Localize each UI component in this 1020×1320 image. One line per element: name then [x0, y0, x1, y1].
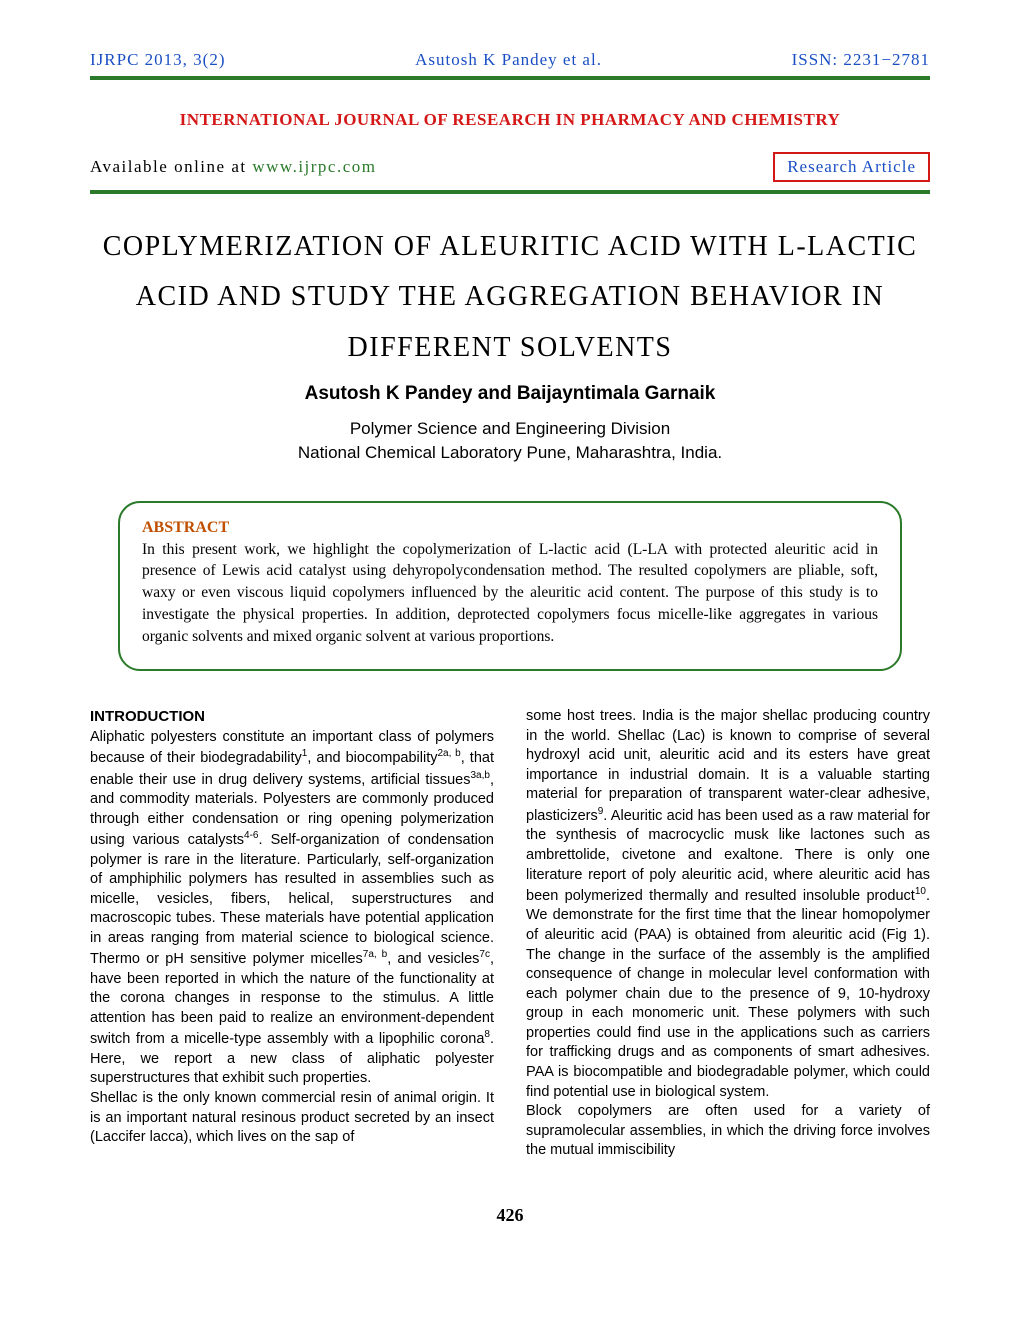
divider-top — [90, 76, 930, 80]
running-header: IJRPC 2013, 3(2) Asutosh K Pandey et al.… — [90, 50, 930, 70]
article-type-badge: Research Article — [773, 152, 930, 182]
journal-ref: IJRPC 2013, 3(2) — [90, 50, 225, 70]
page-number: 426 — [90, 1205, 930, 1226]
column-right-text: some host trees. India is the major shel… — [526, 708, 930, 1158]
availability-row: Available online at www.ijrpc.com Resear… — [90, 152, 930, 182]
article-affiliation: Polymer Science and Engineering Division… — [90, 417, 930, 465]
column-left: INTRODUCTION Aliphatic polyesters consti… — [90, 707, 494, 1161]
available-prefix: Available online at — [90, 157, 252, 176]
issn: ISSN: 2231−2781 — [792, 50, 930, 70]
introduction-heading: INTRODUCTION — [90, 708, 205, 725]
column-right: some host trees. India is the major shel… — [526, 707, 930, 1161]
header-authors: Asutosh K Pandey et al. — [415, 50, 602, 70]
abstract-text: In this present work, we highlight the c… — [142, 539, 878, 647]
divider-mid — [90, 190, 930, 194]
body-columns: INTRODUCTION Aliphatic polyesters consti… — [90, 707, 930, 1161]
journal-url[interactable]: www.ijrpc.com — [252, 157, 376, 176]
article-authors: Asutosh K Pandey and Baijayntimala Garna… — [90, 383, 930, 405]
article-title: COPLYMERIZATION OF ALEURITIC ACID WITH L… — [90, 222, 930, 373]
abstract-box: ABSTRACT In this present work, we highli… — [118, 501, 902, 671]
column-left-text: Aliphatic polyesters constitute an impor… — [90, 729, 494, 1145]
abstract-heading: ABSTRACT — [142, 519, 878, 537]
journal-name: INTERNATIONAL JOURNAL OF RESEARCH IN PHA… — [90, 110, 930, 130]
available-online: Available online at www.ijrpc.com — [90, 157, 377, 177]
